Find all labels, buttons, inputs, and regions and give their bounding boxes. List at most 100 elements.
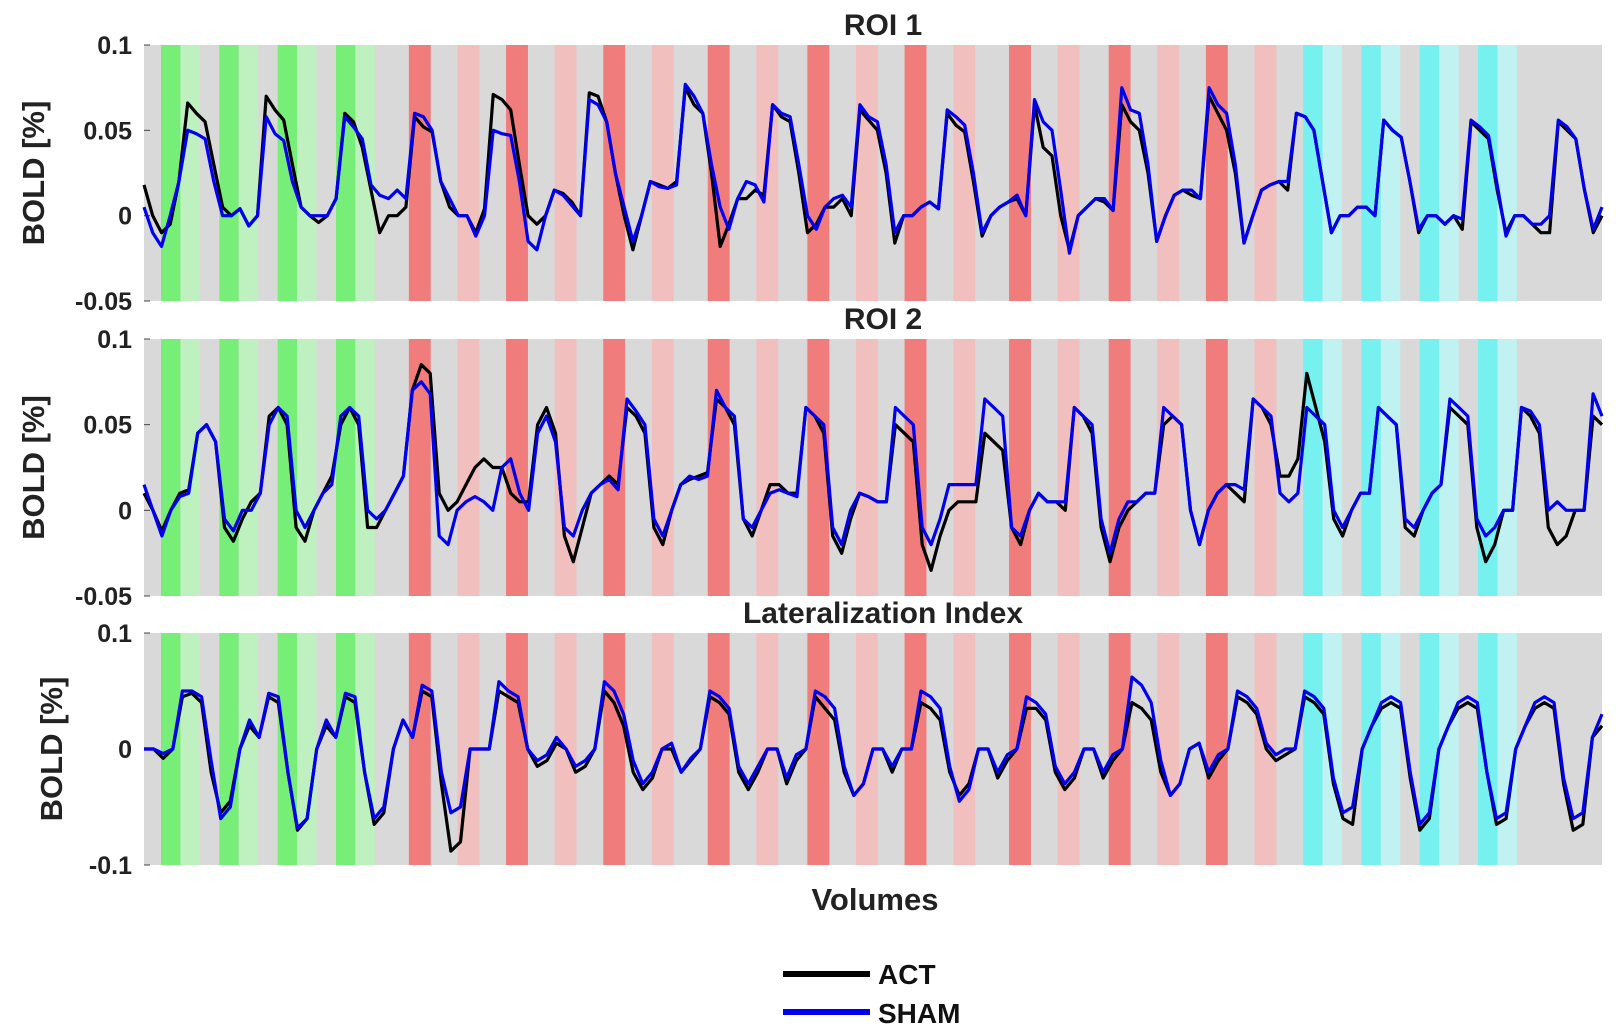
y-tick-label: 0: [118, 497, 132, 525]
series-line-sham: [142, 82, 1604, 255]
y-tick-label: 0.05: [83, 117, 132, 145]
condition-block-green-task: [277, 45, 298, 301]
condition-block-red-task: [707, 339, 730, 596]
condition-block-green-rest: [355, 45, 375, 301]
condition-block-cyan-rest: [1322, 633, 1342, 865]
condition-block-cyan-task: [1478, 45, 1498, 301]
y-axis-label: BOLD [%]: [16, 101, 51, 246]
condition-block-cyan-task: [1419, 633, 1440, 865]
y-tick-label: 0.1: [97, 32, 132, 60]
condition-block-cyan-rest: [1497, 339, 1517, 596]
condition-block-cyan-rest: [1322, 339, 1342, 596]
series-line-sham: [144, 675, 1604, 830]
condition-block-cyan-task: [1361, 633, 1381, 865]
condition-block-red-rest: [953, 339, 976, 596]
condition-block-cyan-rest: [1497, 45, 1517, 301]
condition-block-cyan-task: [1303, 633, 1323, 865]
condition-block-cyan-rest: [1380, 339, 1401, 596]
condition-block-red-rest: [1254, 339, 1277, 596]
condition-block-red-task: [1009, 633, 1031, 865]
panel-roi1: ROI 1 0.1 0.05 0 -0.05 BOLD [%]: [16, 9, 1604, 316]
condition-block-red-task: [1009, 339, 1031, 596]
condition-block-red-task: [904, 45, 927, 301]
condition-block-red-task: [1205, 45, 1228, 301]
condition-block-red-task: [408, 339, 431, 596]
condition-block-red-rest: [1157, 633, 1180, 865]
condition-block-green-task: [219, 633, 239, 865]
panel-roi2: ROI 2 0.1 0.05 0 -0.05 BOLD [%]: [16, 303, 1604, 611]
condition-block-cyan-rest: [1380, 633, 1401, 865]
condition-block-green-rest: [238, 633, 259, 865]
condition-block-green-task: [335, 339, 356, 596]
condition-block-red-task: [1009, 45, 1031, 301]
condition-block-green-rest: [180, 45, 200, 301]
condition-block-red-task: [603, 633, 626, 865]
condition-block-cyan-task: [1419, 339, 1440, 596]
x-axis-label: Volumes: [812, 882, 939, 917]
condition-block-green-rest: [297, 633, 317, 865]
condition-block-red-rest: [855, 633, 878, 865]
panel-lateralization-index: Lateralization Index 0.1 0 -0.1 BOLD [%]: [34, 597, 1604, 880]
y-tick-label: 0: [118, 203, 132, 231]
condition-block-red-task: [807, 633, 830, 865]
legend: ACT SHAM: [783, 959, 960, 1029]
panel-title: ROI 1: [844, 9, 922, 42]
condition-block-cyan-task: [1303, 339, 1323, 596]
condition-block-green-rest: [238, 339, 259, 596]
condition-block-cyan-task: [1361, 45, 1381, 301]
y-tick-label: -0.05: [75, 583, 132, 611]
condition-block-green-rest: [180, 339, 200, 596]
condition-block-green-task: [219, 339, 239, 596]
condition-block-cyan-rest: [1322, 45, 1342, 301]
condition-block-green-task: [335, 45, 356, 301]
condition-block-red-task: [408, 45, 431, 301]
y-tick-label: 0.1: [97, 620, 132, 648]
condition-block-red-task: [707, 633, 730, 865]
condition-block-red-rest: [1057, 45, 1080, 301]
condition-block-green-rest: [238, 45, 259, 301]
condition-block-red-task: [1108, 45, 1131, 301]
condition-block-red-rest: [1157, 339, 1180, 596]
y-tick-label: 0.1: [97, 326, 132, 354]
condition-block-cyan-rest: [1439, 633, 1459, 865]
y-axis-label: BOLD [%]: [16, 395, 51, 540]
condition-block-red-rest: [756, 339, 779, 596]
legend-label-act: ACT: [878, 959, 936, 990]
condition-block-cyan-task: [1419, 45, 1440, 301]
condition-block-red-task: [506, 633, 528, 865]
condition-block-red-rest: [1157, 45, 1180, 301]
legend-label-sham: SHAM: [878, 998, 960, 1029]
condition-block-cyan-task: [1478, 633, 1498, 865]
condition-block-red-rest: [1254, 45, 1277, 301]
condition-block-green-task: [277, 339, 298, 596]
condition-block-cyan-rest: [1497, 633, 1517, 865]
condition-block-red-task: [603, 339, 626, 596]
condition-block-red-rest: [457, 339, 480, 596]
condition-block-green-rest: [297, 339, 317, 596]
condition-block-red-rest: [1057, 633, 1080, 865]
condition-block-red-rest: [554, 45, 577, 301]
y-tick-label: -0.1: [89, 852, 132, 880]
condition-block-red-rest: [953, 45, 976, 301]
y-tick-label: 0: [118, 736, 132, 764]
condition-block-green-task: [277, 633, 298, 865]
condition-block-red-rest: [855, 45, 878, 301]
condition-block-red-rest: [457, 45, 480, 301]
y-axis-label: BOLD [%]: [34, 677, 69, 822]
y-tick-label: 0.05: [83, 412, 132, 440]
condition-block-red-task: [408, 633, 431, 865]
condition-block-green-task: [219, 45, 239, 301]
series-line-sham: [142, 380, 1604, 555]
condition-block-red-rest: [855, 339, 878, 596]
condition-block-green-task: [161, 45, 181, 301]
condition-block-red-rest: [651, 45, 674, 301]
panel-title: Lateralization Index: [743, 597, 1023, 630]
panel-title: ROI 2: [844, 303, 922, 336]
condition-block-red-rest: [953, 633, 976, 865]
condition-block-green-task: [161, 339, 181, 596]
condition-block-red-task: [807, 339, 830, 596]
condition-block-green-rest: [297, 45, 317, 301]
condition-block-cyan-rest: [1380, 45, 1401, 301]
y-tick-label: -0.05: [75, 288, 132, 316]
